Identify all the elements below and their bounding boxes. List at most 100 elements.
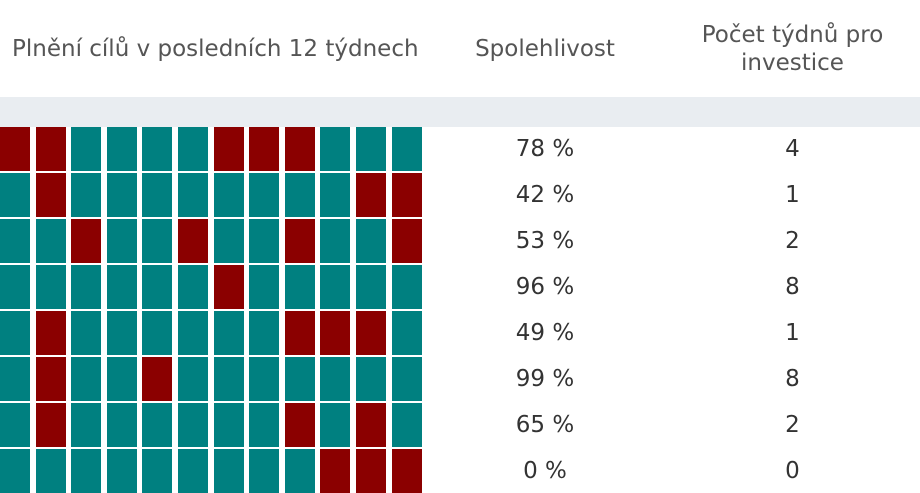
week-met-cell [71,449,102,493]
week-met-cell [249,403,280,447]
week-met-cell [178,127,208,171]
week-missed-cell [249,127,280,171]
week-met-cell [71,265,102,309]
reliability-value: 0 % [523,458,567,484]
week-missed-cell [0,127,30,171]
week-met-cell [71,311,102,355]
week-met-cell [142,403,173,447]
weeks-for-investment-header: Počet týdnů pro investice [701,21,884,76]
reliability-value: 53 % [515,228,575,254]
week-met-cell [356,219,386,263]
reliability-header: Spolehlivost [475,35,615,62]
reliability-value: 78 % [515,136,575,162]
week-met-cell [213,173,244,217]
week-met-cell [320,219,351,263]
reliability-value: 49 % [515,320,575,346]
week-met-cell [391,127,422,171]
week-met-cell [71,357,102,401]
week-met-cell [0,357,30,401]
week-met-cell [178,173,208,217]
table-row: 49 % 1 [0,311,920,355]
week-met-cell [391,311,422,355]
week-met-cell [71,173,102,217]
weeks-value: 0 [785,458,800,484]
week-missed-cell [284,219,315,263]
week-missed-cell [35,127,66,171]
week-met-cell [320,357,351,401]
week-met-cell [0,173,30,217]
week-met-cell [106,311,137,355]
weeks-value: 8 [785,366,800,392]
week-met-cell [178,265,208,309]
table-row: 99 % 8 [0,357,920,401]
week-met-cell [106,173,137,217]
week-met-cell [106,265,137,309]
week-missed-cell [284,403,315,447]
week-met-cell [249,449,280,493]
weeks-value: 8 [785,274,800,300]
week-met-cell [178,449,208,493]
week-met-cell [35,449,66,493]
week-met-cell [142,265,173,309]
week-missed-cell [142,357,173,401]
week-missed-cell [284,127,315,171]
weeks-value: 1 [785,182,800,208]
week-missed-cell [284,311,315,355]
week-met-cell [71,403,102,447]
week-met-cell [142,173,173,217]
table-row: 0 % 0 [0,449,920,493]
weeks-value: 1 [785,320,800,346]
week-met-cell [249,173,280,217]
week-missed-cell [356,403,386,447]
week-met-cell [284,449,315,493]
week-met-cell [142,311,173,355]
goal-history-header: Plnění cílů v posledních 12 týdnech [12,35,419,62]
week-met-cell [320,127,351,171]
week-missed-cell [356,173,386,217]
week-missed-cell [391,173,422,217]
week-met-cell [391,357,422,401]
week-met-cell [35,265,66,309]
week-missed-cell [71,219,102,263]
weeks-value: 2 [785,412,800,438]
week-met-cell [178,357,208,401]
reliability-value: 96 % [515,274,575,300]
week-met-cell [106,357,137,401]
week-met-cell [35,219,66,263]
week-met-cell [356,357,386,401]
reliability-value: 42 % [515,182,575,208]
week-met-cell [0,311,30,355]
weeks-value: 2 [785,228,800,254]
week-met-cell [106,127,137,171]
week-missed-cell [391,449,422,493]
week-missed-cell [35,403,66,447]
week-met-cell [284,357,315,401]
reliability-value: 65 % [515,412,575,438]
week-met-cell [213,311,244,355]
week-missed-cell [213,127,244,171]
week-missed-cell [35,173,66,217]
week-met-cell [213,449,244,493]
week-met-cell [356,265,386,309]
week-met-cell [249,219,280,263]
header-separator-band [0,97,920,127]
week-met-cell [0,219,30,263]
week-met-cell [249,311,280,355]
table-header: Plnění cílů v posledních 12 týdnech Spol… [0,0,920,97]
week-met-cell [0,403,30,447]
week-met-cell [106,219,137,263]
week-met-cell [391,403,422,447]
week-met-cell [320,173,351,217]
week-missed-cell [356,311,386,355]
week-met-cell [0,265,30,309]
week-met-cell [320,403,351,447]
week-met-cell [320,265,351,309]
week-met-cell [142,449,173,493]
reliability-value: 99 % [515,366,575,392]
week-met-cell [249,357,280,401]
week-met-cell [213,403,244,447]
table-row: 65 % 2 [0,403,920,447]
week-met-cell [284,173,315,217]
week-missed-cell [356,449,386,493]
table-row: 96 % 8 [0,265,920,309]
